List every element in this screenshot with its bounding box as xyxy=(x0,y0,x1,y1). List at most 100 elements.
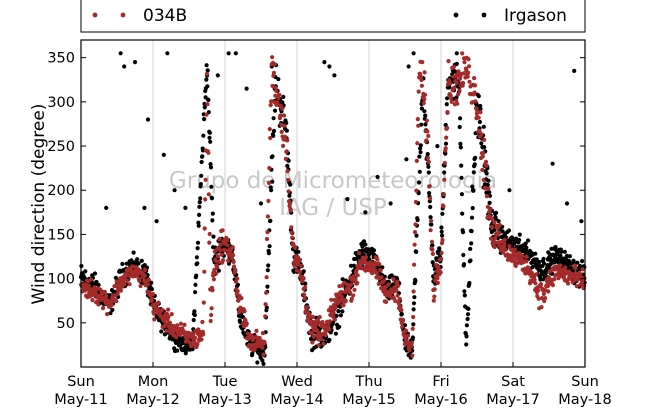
data-point xyxy=(202,269,207,274)
data-point xyxy=(414,233,419,238)
data-point xyxy=(264,236,270,242)
data-point xyxy=(575,260,580,265)
data-point xyxy=(461,80,466,86)
data-point xyxy=(377,262,382,267)
data-point xyxy=(418,74,424,79)
data-point xyxy=(250,351,255,356)
data-point xyxy=(406,333,411,338)
data-point xyxy=(401,317,406,322)
data-point xyxy=(562,249,567,254)
data-point xyxy=(413,222,418,227)
data-point xyxy=(199,159,204,165)
data-point xyxy=(414,188,419,193)
data-point xyxy=(281,143,286,148)
data-point xyxy=(456,92,461,97)
data-point xyxy=(351,293,356,298)
data-point xyxy=(502,237,507,242)
data-point xyxy=(465,74,470,79)
data-point xyxy=(207,130,212,135)
data-point xyxy=(480,154,485,159)
data-point xyxy=(375,257,380,262)
data-point xyxy=(469,229,474,234)
data-point xyxy=(558,274,563,279)
data-point xyxy=(541,256,546,261)
data-point xyxy=(198,196,203,201)
vertical-grid xyxy=(152,40,514,367)
data-point xyxy=(410,353,415,358)
data-point xyxy=(460,51,465,56)
data-point xyxy=(571,260,576,265)
data-point xyxy=(567,254,573,259)
data-point xyxy=(216,259,221,264)
data-point xyxy=(493,216,498,221)
data-point xyxy=(431,298,436,303)
data-point xyxy=(200,319,205,325)
data-point xyxy=(279,129,284,134)
data-point xyxy=(353,277,358,282)
data-point xyxy=(192,312,197,318)
data-point xyxy=(265,268,270,273)
legend-marker-034b-2 xyxy=(120,12,126,18)
data-point xyxy=(492,244,497,250)
data-point xyxy=(552,277,557,282)
data-point xyxy=(487,193,493,198)
data-point xyxy=(581,272,586,277)
data-point xyxy=(100,306,106,311)
data-point xyxy=(320,320,325,325)
data-point xyxy=(274,88,279,93)
data-point-outlier xyxy=(161,152,166,157)
data-point xyxy=(432,287,437,292)
data-point xyxy=(329,297,334,302)
data-point xyxy=(114,279,119,284)
data-point xyxy=(429,222,434,227)
data-point xyxy=(405,340,410,345)
data-point xyxy=(195,261,200,266)
data-point xyxy=(317,314,322,320)
data-point xyxy=(399,308,404,313)
data-point-outlier xyxy=(327,64,332,69)
x-tick-label-day: Fri xyxy=(432,374,449,390)
data-point xyxy=(526,238,531,243)
data-point xyxy=(440,233,445,238)
data-point xyxy=(355,280,360,286)
data-point xyxy=(361,239,367,244)
data-point xyxy=(236,298,241,303)
data-point xyxy=(524,254,529,259)
data-point xyxy=(108,311,113,316)
data-point xyxy=(284,149,289,154)
data-point xyxy=(411,307,416,312)
data-point xyxy=(286,177,291,183)
data-point xyxy=(487,190,492,195)
data-point xyxy=(484,171,489,176)
data-point xyxy=(448,81,453,86)
data-point xyxy=(426,133,431,139)
y-tick-label: 300 xyxy=(47,95,75,111)
data-point xyxy=(207,135,212,140)
data-point xyxy=(264,275,269,280)
data-point xyxy=(341,303,346,308)
data-point xyxy=(484,163,489,168)
data-point xyxy=(202,105,207,110)
data-point xyxy=(102,289,107,294)
data-point xyxy=(337,324,342,329)
data-point xyxy=(397,297,402,302)
data-point xyxy=(254,328,259,333)
data-point xyxy=(461,71,466,76)
data-point xyxy=(289,230,294,235)
data-point xyxy=(459,192,464,197)
data-point xyxy=(338,313,343,318)
data-point xyxy=(89,277,94,282)
data-point xyxy=(394,288,399,293)
data-point xyxy=(541,277,546,282)
data-point xyxy=(458,141,463,146)
data-point xyxy=(568,265,574,270)
data-point xyxy=(426,159,431,164)
data-point xyxy=(490,217,495,222)
data-point xyxy=(195,246,200,251)
data-point xyxy=(409,340,414,345)
data-point-outlier xyxy=(226,51,231,56)
data-point xyxy=(327,337,332,343)
data-point xyxy=(262,340,267,345)
data-point xyxy=(462,60,467,65)
data-point-outlier xyxy=(564,201,570,206)
